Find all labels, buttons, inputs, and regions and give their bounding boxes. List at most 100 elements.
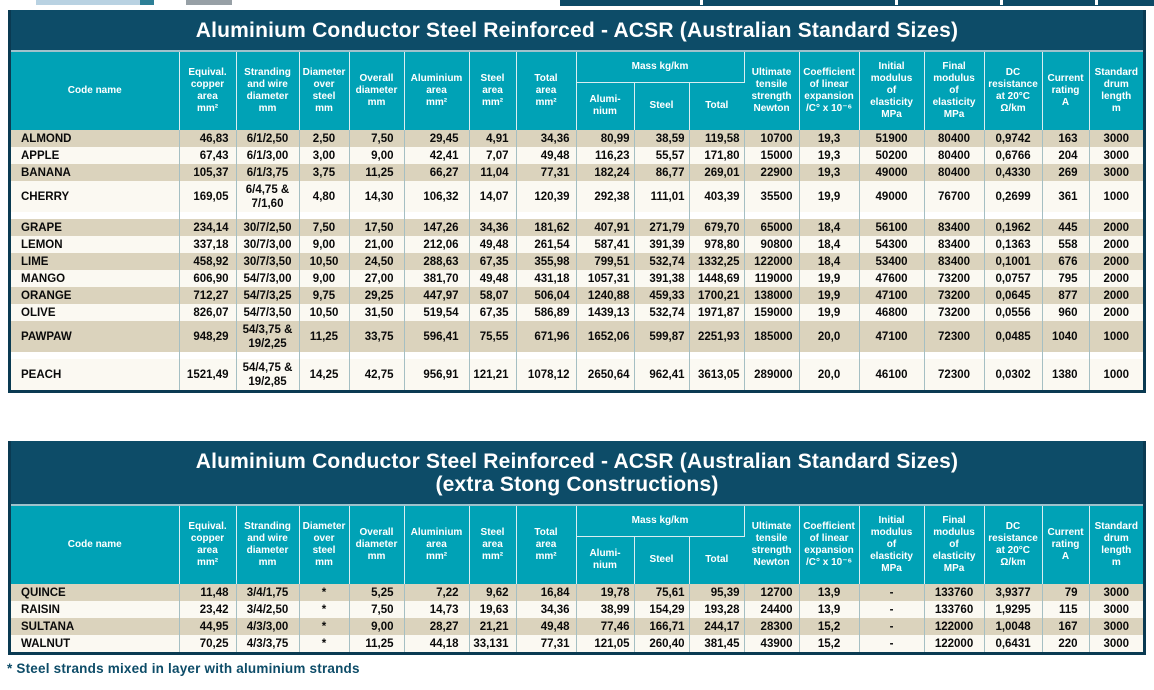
spacer-cell	[689, 212, 745, 219]
value-cell: 14,73	[404, 601, 470, 618]
value-cell: 77,46	[576, 618, 635, 635]
value-cell: 29,45	[404, 130, 470, 147]
value-cell: 16,84	[516, 584, 577, 601]
value-cell: 19,63	[469, 601, 517, 618]
value-cell: 24400	[744, 601, 800, 618]
value-cell: 6/1/2,50	[236, 130, 300, 147]
value-cell: 2000	[1103, 255, 1130, 268]
value-cell: 11,25	[349, 635, 405, 652]
conductor-row: SULTANA 44,95 4/3/3,00 * 9,00 28,27 21,21 49,48…	[11, 618, 1144, 635]
col-header-current-rating: Current rating A	[1042, 506, 1090, 584]
col-header-code-name: Code name	[11, 52, 180, 130]
value-cell: 260,40	[634, 635, 690, 652]
value-cell: 80400	[924, 130, 985, 147]
value-cell: 407,91	[576, 219, 635, 236]
spacer-cell	[1089, 352, 1143, 359]
value-cell: 11,48	[179, 584, 237, 601]
spacer-cell	[984, 212, 1043, 219]
window-fragment-gap	[895, 0, 898, 5]
col-header-mass-total: Total	[689, 536, 745, 584]
spacer-cell	[859, 352, 925, 359]
table1-grid: Code name Equival. copper area mm² Stran…	[11, 52, 1144, 390]
value-cell: 558	[1042, 236, 1090, 253]
value-cell: 606,90	[179, 270, 237, 287]
conductor-row: GRAPE 234,14 30/7/2,50 7,50 17,50 147,26 34,36…	[11, 219, 1144, 236]
value-cell: 0,0645	[984, 287, 1043, 304]
value-cell: 586,89	[516, 304, 577, 321]
value-cell: 9,75	[299, 287, 350, 304]
value-cell: 72300	[924, 359, 985, 390]
value-cell: 877	[1042, 287, 1090, 304]
value-cell: 34,36	[516, 130, 577, 147]
value-cell: 19,9	[799, 181, 860, 212]
value-cell: 72300	[924, 321, 985, 352]
value-cell: 58,07	[469, 287, 517, 304]
value-cell: 80400	[924, 147, 985, 164]
value-cell: 3000	[1103, 586, 1130, 599]
spacer-cell	[634, 212, 690, 219]
spacer-cell	[349, 212, 405, 219]
value-cell: 154,29	[634, 601, 690, 618]
col-header-dc-resistance: DC resistance at 20°C Ω/km	[984, 52, 1043, 130]
value-cell: 167	[1042, 618, 1090, 635]
spacer-cell	[516, 352, 577, 359]
value-cell: 133760	[924, 584, 985, 601]
value-cell: 42,75	[349, 359, 405, 390]
value-cell: 4,80	[299, 181, 350, 212]
footnote: * Steel strands mixed in layer with alum…	[7, 661, 360, 676]
value-cell: 6/4,75 & 7/1,60	[236, 181, 300, 212]
col-header-final-modulus: Final modulus of elasticity MPa	[924, 506, 985, 584]
col-header-ultimate-tensile: Ultimate tensile strength Newton	[744, 506, 800, 584]
spacer-cell	[799, 212, 860, 219]
col-header-drum-length: Standard drum length m	[1089, 506, 1144, 584]
acsr-extra-strong-table: Aluminium Conductor Steel Reinforced - A…	[8, 441, 1146, 655]
col-header-total-area: Total area mm²	[516, 506, 577, 584]
value-cell: -	[859, 635, 925, 652]
value-cell: 2000	[1103, 272, 1130, 285]
value-cell: 14,30	[349, 181, 405, 212]
value-cell: 35500	[744, 181, 800, 212]
value-cell: 49,48	[469, 236, 517, 253]
value-cell: 978,80	[689, 236, 745, 253]
value-cell: 133760	[924, 601, 985, 618]
value-cell: 712,27	[179, 287, 237, 304]
code-name-cell: BANANA	[11, 164, 180, 181]
value-cell: 11,25	[299, 321, 350, 352]
value-cell: 2650,64	[576, 359, 635, 390]
value-cell: 166,71	[634, 618, 690, 635]
value-cell: 679,70	[689, 219, 745, 236]
code-name-cell: LIME	[11, 253, 180, 270]
value-cell: 119,58	[689, 130, 745, 147]
value-cell: 10,50	[299, 253, 350, 270]
value-cell: 83400	[924, 253, 985, 270]
value-cell: 54300	[859, 236, 925, 253]
value-cell: 671,96	[516, 321, 577, 352]
code-name-cell: APPLE	[11, 147, 180, 164]
col-header-aluminium-area: Aluminium area mm²	[404, 52, 470, 130]
code-name-cell: MANGO	[11, 270, 180, 287]
spacer-cell	[299, 352, 350, 359]
value-cell: 1,0048	[984, 618, 1043, 635]
value-cell: 15,2	[799, 618, 860, 635]
value-cell: 49,48	[516, 147, 577, 164]
conductor-row: ALMOND 46,83 6/1/2,50 2,50 7,50 29,45 4,91 34,3…	[11, 130, 1144, 147]
value-cell: 960	[1042, 304, 1090, 321]
value-cell: 10700	[744, 130, 800, 147]
conductor-row: PAWPAW 948,29 54/3,75 & 19/2,25 11,25 33,75 5…	[11, 321, 1144, 352]
value-cell: 33,131	[469, 635, 517, 652]
value-cell: 44,18	[404, 635, 470, 652]
col-header-overall-diameter: Overall diameter mm	[349, 52, 405, 130]
value-cell: 19,3	[799, 164, 860, 181]
value-cell: 0,0556	[984, 304, 1043, 321]
value-cell: 56100	[859, 219, 925, 236]
value-cell: 49,48	[516, 618, 577, 635]
value-cell: 53400	[859, 253, 925, 270]
value-cell: 28,27	[404, 618, 470, 635]
conductor-row: RAISIN 23,42 3/4/2,50 * 7,50 14,73 19,63 34,36 3…	[11, 601, 1144, 618]
value-cell: 75,61	[634, 584, 690, 601]
value-cell: 2000	[1103, 221, 1130, 234]
value-cell: 80400	[924, 164, 985, 181]
value-cell: 269,01	[689, 164, 745, 181]
window-fragment-gap	[700, 0, 703, 5]
col-header-stranding: Stranding and wire diameter mm	[236, 506, 300, 584]
